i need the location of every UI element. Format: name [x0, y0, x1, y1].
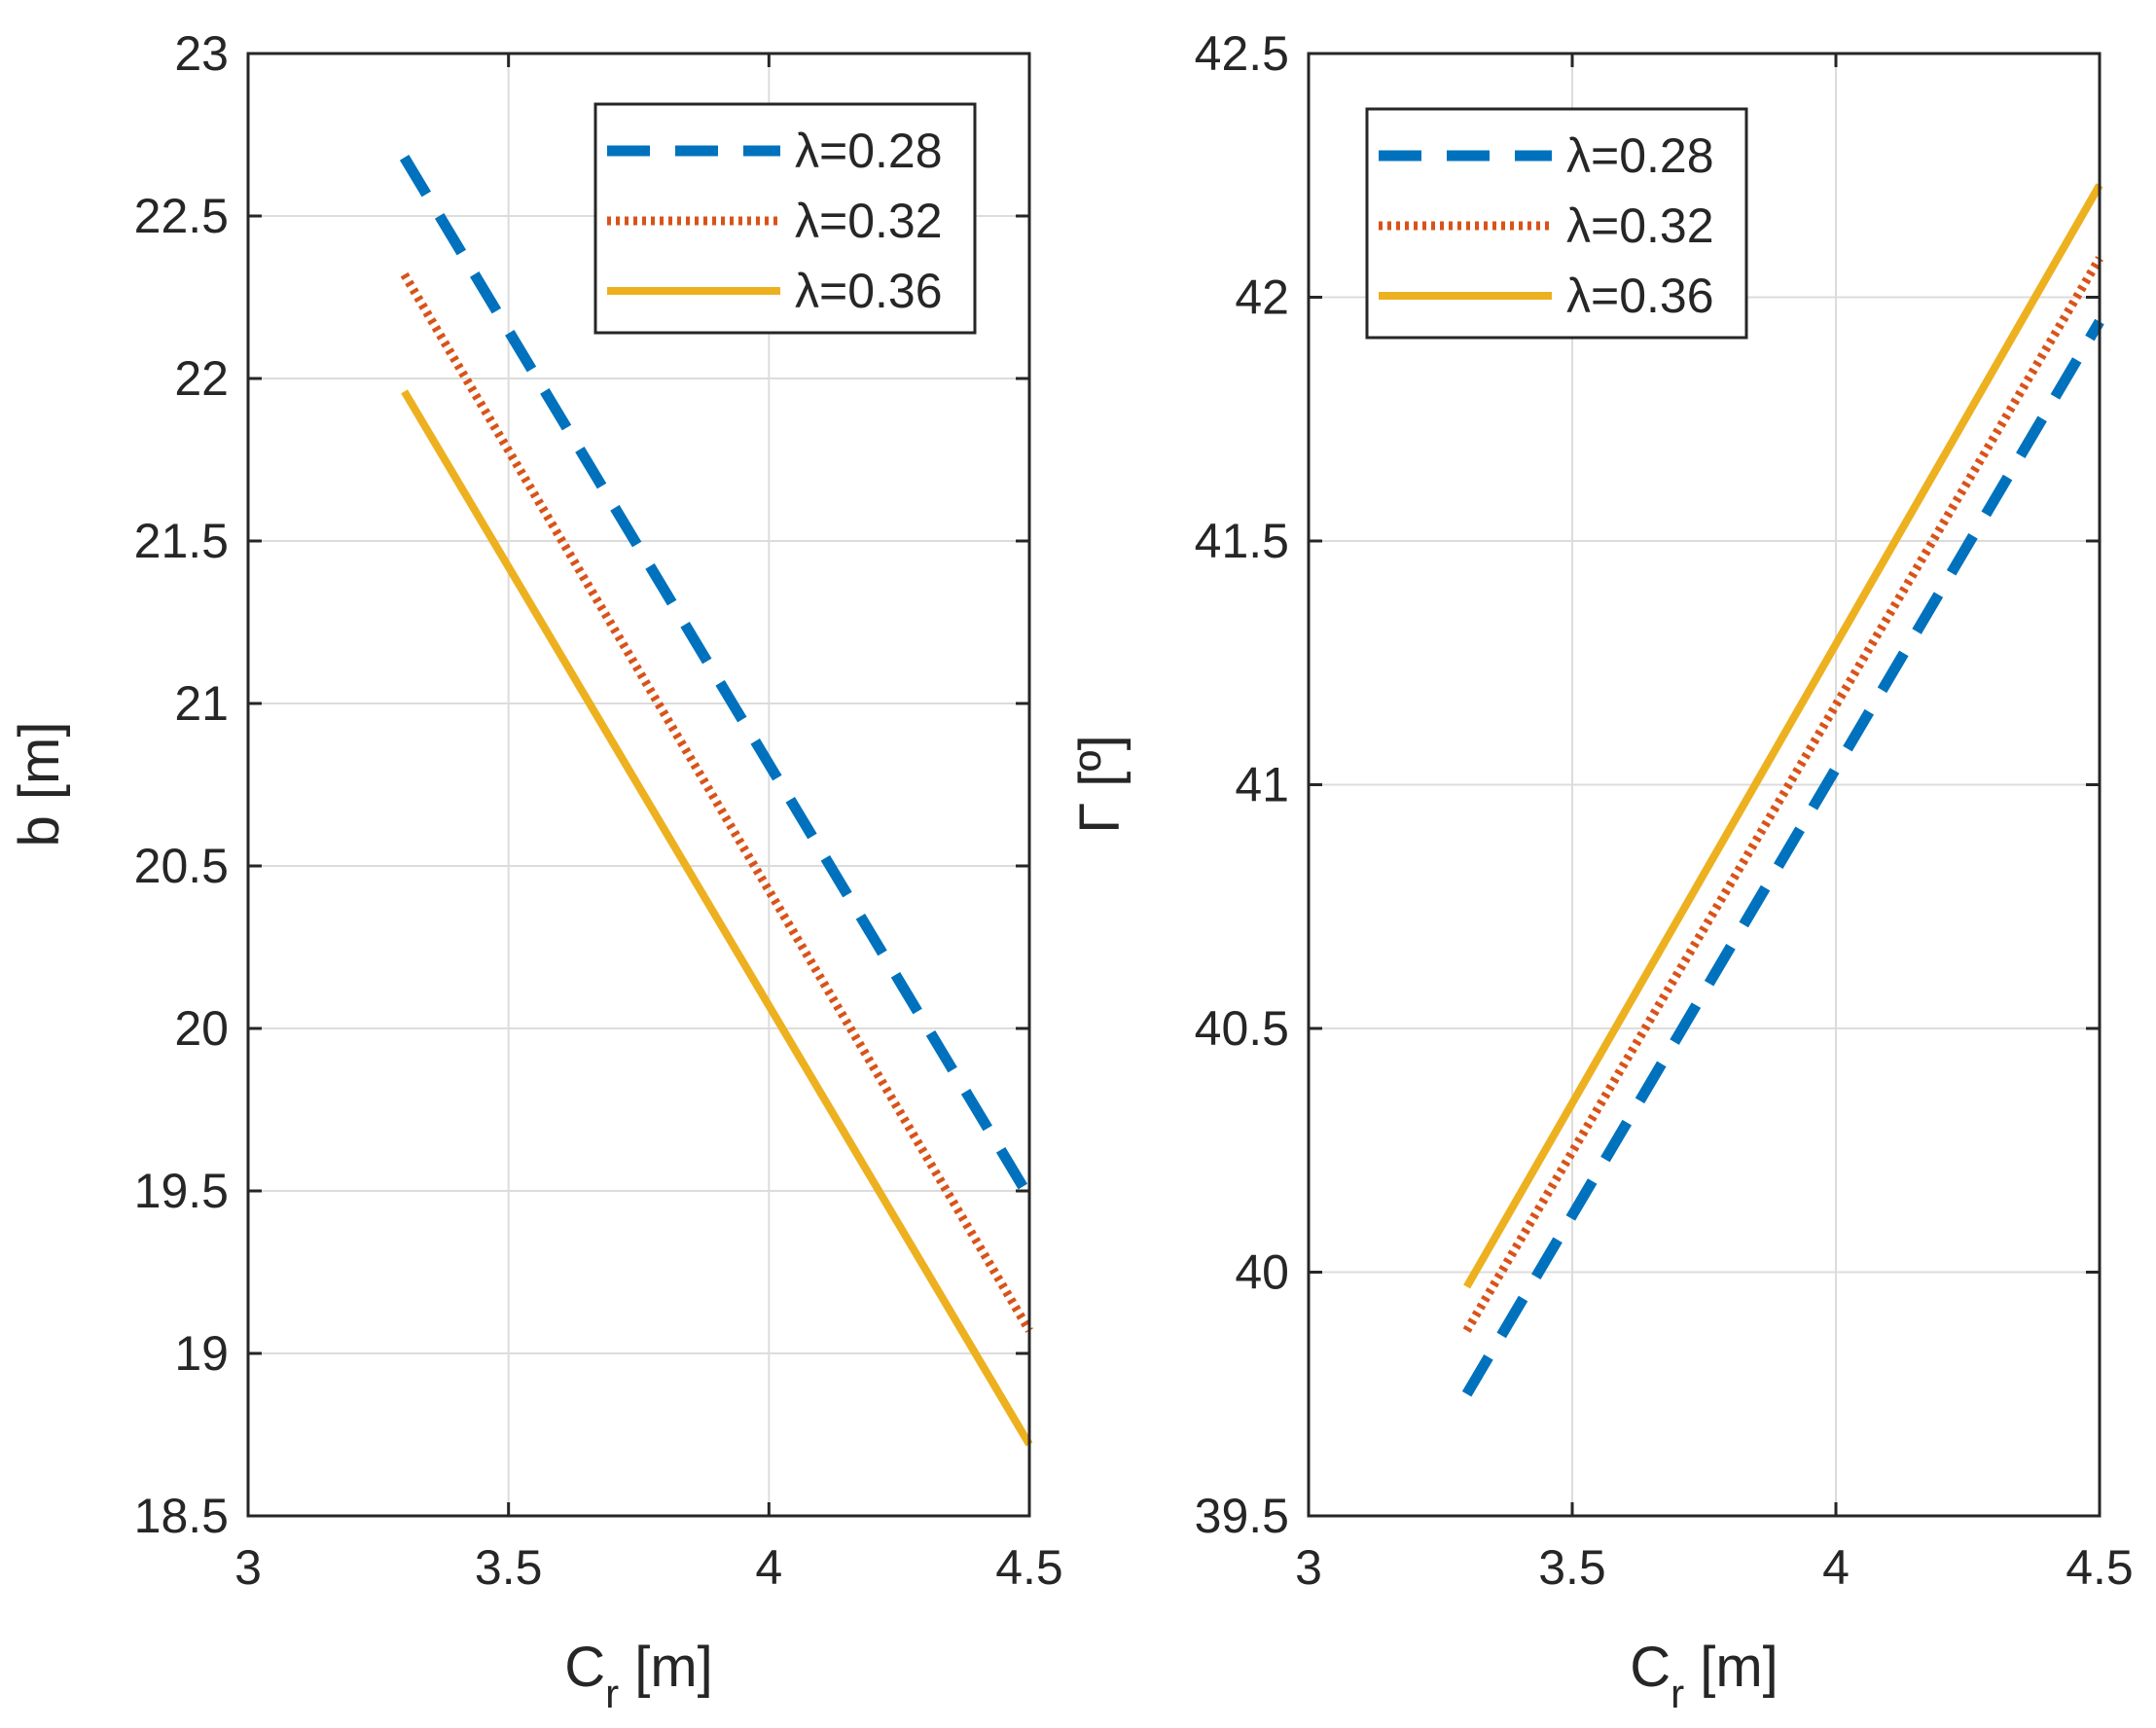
- x-tick-label: 4.5: [995, 1540, 1063, 1595]
- legend-label: λ=0.36: [795, 264, 943, 318]
- legend-box: [593, 102, 977, 335]
- x-axis-label-main: C: [1630, 1636, 1671, 1699]
- chart-1: 3 3.5 4 4.5 18.5 19 19.5 20 20.5 21 21.5 22 22.5 23 Cr…: [8, 26, 1063, 1716]
- x-tick-label: 4: [755, 1540, 782, 1595]
- y-tick-label: 40.5: [1195, 1001, 1289, 1056]
- legend-label: λ=0.36: [1566, 269, 1714, 323]
- x-tick-label: 3.5: [475, 1540, 543, 1595]
- x-axis-label-unit: [m]: [619, 1636, 713, 1699]
- series-line-dotted: [1462, 256, 2103, 1333]
- x-axis-label-subscript: r: [1671, 1671, 1684, 1716]
- legend-label: λ=0.28: [1566, 128, 1714, 183]
- chart-2: 3 3.5 4 4.5 39.5 40 40.5 41 41.5 42 42.5 Cr [m] Γ [º…: [1068, 26, 2134, 1716]
- x-tick-label: 3: [1295, 1540, 1322, 1595]
- y-tick-label: 42.5: [1195, 26, 1289, 81]
- y-tick-label: 19: [174, 1326, 229, 1381]
- x-axis-label: Cr [m]: [1630, 1636, 1779, 1716]
- legend: λ=0.28 λ=0.32 λ=0.36: [1365, 107, 1748, 340]
- axes-frame: [246, 52, 1031, 1518]
- x-axis-label-main: C: [564, 1636, 605, 1699]
- y-tick-label: 22: [174, 351, 229, 406]
- y-axis-label: b [m]: [8, 722, 71, 847]
- y-tick-label: 21.5: [134, 514, 229, 568]
- x-axis-label-unit: [m]: [1684, 1636, 1779, 1699]
- y-tick-label: 41.5: [1195, 514, 1289, 568]
- y-tick-label: 39.5: [1195, 1489, 1289, 1543]
- y-tick-label: 23: [174, 26, 229, 81]
- legend-label: λ=0.32: [1566, 198, 1714, 253]
- y-tick-label: 20: [174, 1001, 229, 1056]
- y-tick-label: 20.5: [134, 839, 229, 893]
- series-line-dashed: [1461, 318, 2104, 1397]
- y-tick-label: 21: [174, 676, 229, 731]
- x-tick-label: 4: [1822, 1540, 1850, 1595]
- y-tick-label: 40: [1235, 1245, 1289, 1300]
- x-axis-label-subscript: r: [605, 1671, 619, 1716]
- y-tick-label: 19.5: [134, 1164, 229, 1218]
- series-line-dotted: [400, 271, 1033, 1333]
- x-axis-label: Cr [m]: [564, 1636, 713, 1716]
- legend-label: λ=0.28: [795, 124, 943, 178]
- y-tick-label: 42: [1235, 270, 1289, 325]
- series-line-solid: [1463, 183, 2103, 1289]
- legend-label: λ=0.32: [795, 194, 943, 248]
- series-line-solid: [401, 389, 1033, 1447]
- x-tick-label: 3: [234, 1540, 262, 1595]
- legend: λ=0.28 λ=0.32 λ=0.36: [593, 102, 977, 335]
- y-tick-label: 18.5: [134, 1489, 229, 1543]
- y-tick-label: 41: [1235, 758, 1289, 812]
- x-tick-label: 4.5: [2066, 1540, 2134, 1595]
- x-tick-label: 3.5: [1538, 1540, 1606, 1595]
- y-axis-label: Γ [º]: [1068, 735, 1132, 833]
- y-tick-label: 22.5: [134, 189, 229, 243]
